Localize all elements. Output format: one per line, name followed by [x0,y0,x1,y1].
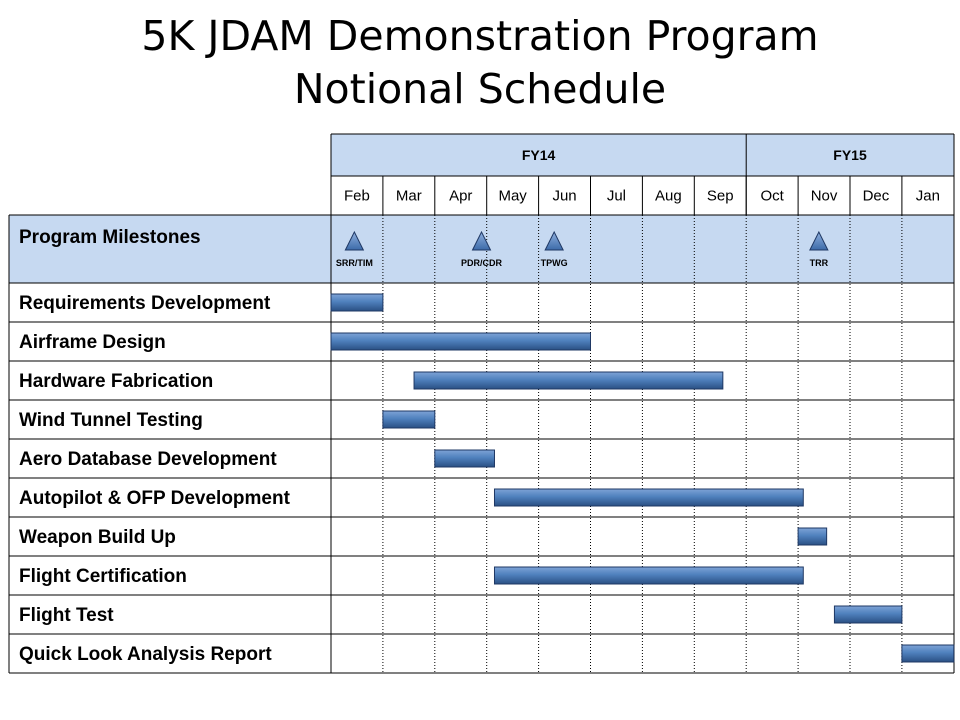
task-label: Hardware Fabrication [19,371,213,392]
task-bar [413,371,724,390]
milestone-label: TRR [810,258,829,268]
task-label: Aero Database Development [19,449,277,470]
month-tick-label: Sep [707,188,734,205]
fy-header-band [331,134,954,176]
month-tick-label: Feb [344,188,370,205]
task-bar [901,644,955,663]
month-tick-label: Aug [655,188,682,205]
milestone-marker [809,230,829,251]
task-bar [797,527,828,546]
title-line-1: 5K JDAM Demonstration Program [141,12,819,60]
task-bar [330,293,384,312]
month-tick-label: Dec [863,188,890,205]
task-bar [833,605,903,624]
month-tick-label: Jul [607,188,626,205]
task-label: Flight Certification [19,566,187,587]
page-title: 5K JDAM Demonstration Program Notional S… [0,10,960,116]
month-tick-label: Nov [811,188,838,205]
task-label: Weapon Build Up [19,527,176,548]
task-label: Flight Test [19,605,114,626]
task-bar [382,410,436,429]
month-tick-label: Oct [760,188,784,205]
month-tick-label: Jan [916,188,940,205]
task-label: Airframe Design [19,332,166,353]
milestone-label: TPWG [541,258,568,268]
task-bar [434,449,495,468]
task-label: Requirements Development [19,293,271,314]
milestone-marker [471,230,492,251]
milestone-marker [544,230,564,251]
month-tick-label: Jun [552,188,576,205]
fiscal-year-label: FY15 [833,147,867,163]
milestones-row-label: Program Milestones [19,227,201,248]
task-label: Quick Look Analysis Report [19,644,272,665]
task-bar [493,488,804,507]
title-line-2: Notional Schedule [293,65,667,113]
task-label: Autopilot & OFP Development [19,488,291,509]
milestone-label: SRR/TIM [336,258,373,268]
month-tick-label: Mar [396,188,422,205]
task-bar [493,566,804,585]
month-tick-label: Apr [449,188,472,205]
milestone-label: PDR/CDR [461,258,503,268]
task-bar [330,332,591,351]
month-tick-label: May [498,188,527,205]
task-label: Wind Tunnel Testing [19,410,203,431]
milestone-marker [344,230,365,251]
fiscal-year-label: FY14 [522,147,556,163]
